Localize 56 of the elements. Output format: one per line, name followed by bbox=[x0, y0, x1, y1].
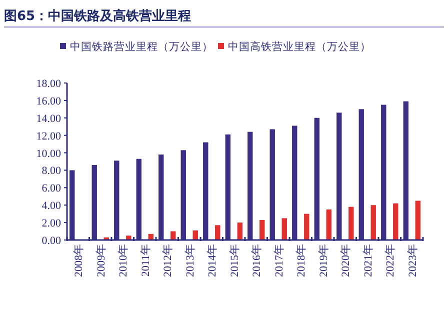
y-tick-label: 0.00 bbox=[42, 235, 62, 247]
bar bbox=[314, 118, 320, 240]
bar bbox=[70, 170, 75, 240]
bar bbox=[136, 158, 142, 240]
title: 图65：中国铁路及高铁营业里程 bbox=[4, 9, 192, 24]
bar bbox=[260, 220, 265, 240]
bar bbox=[282, 218, 287, 240]
x-tick-label: 2009年 bbox=[95, 244, 108, 277]
x-tick-label: 2010年 bbox=[118, 244, 130, 277]
bar bbox=[215, 225, 220, 240]
x-tick-label: 2012年 bbox=[162, 244, 174, 277]
bar bbox=[237, 222, 242, 240]
y-tick-label: 12.00 bbox=[36, 130, 62, 142]
bar bbox=[304, 214, 310, 240]
bar bbox=[92, 164, 97, 240]
x-tick-label: 2020年 bbox=[340, 244, 352, 277]
bar bbox=[158, 154, 164, 240]
x-tick-label: 2016年 bbox=[251, 244, 264, 277]
bar bbox=[348, 206, 354, 240]
x-tick-label: 2013年 bbox=[184, 244, 196, 277]
x-tick-label: 2023年 bbox=[406, 244, 419, 277]
legend-label: 中国高铁营业里程（万公里） bbox=[228, 40, 371, 53]
y-tick-label: 16.00 bbox=[36, 95, 62, 108]
bar bbox=[248, 132, 253, 240]
x-tick-label: 2021年 bbox=[362, 244, 374, 277]
x-tick-label: 2011年 bbox=[140, 244, 152, 277]
bar bbox=[358, 109, 364, 240]
y-tick-label: 18.00 bbox=[36, 78, 62, 90]
y-tick-label: 4.00 bbox=[42, 200, 62, 212]
bar bbox=[415, 200, 420, 240]
x-tick-label: 2008年 bbox=[73, 244, 86, 277]
bar bbox=[192, 230, 198, 240]
bar bbox=[381, 104, 386, 240]
bar bbox=[114, 160, 120, 240]
x-tick-label: 2022年 bbox=[384, 244, 397, 277]
bar bbox=[336, 112, 342, 240]
x-tick-label: 2015年 bbox=[228, 244, 241, 277]
x-tick-label: 2019年 bbox=[318, 244, 330, 277]
y-tick-label: 10.00 bbox=[36, 148, 62, 160]
x-tick-label: 2014年 bbox=[206, 244, 219, 277]
bar bbox=[326, 209, 332, 240]
y-tick-label: 14.00 bbox=[36, 112, 62, 125]
legend-label: 中国铁路营业里程（万公里） bbox=[70, 40, 213, 53]
x-tick-label: 2018年 bbox=[296, 244, 308, 277]
bar bbox=[180, 150, 186, 240]
bar bbox=[370, 205, 376, 240]
bar bbox=[292, 126, 298, 240]
y-tick-label: 8.00 bbox=[42, 165, 62, 178]
bar bbox=[403, 101, 408, 240]
bar bbox=[203, 142, 208, 240]
bar bbox=[270, 129, 275, 240]
bar bbox=[393, 203, 398, 240]
y-tick-label: 2.00 bbox=[42, 218, 62, 230]
bar bbox=[225, 134, 230, 240]
y-tick-label: 6.00 bbox=[42, 182, 62, 195]
x-tick-label: 2017年 bbox=[273, 244, 286, 277]
